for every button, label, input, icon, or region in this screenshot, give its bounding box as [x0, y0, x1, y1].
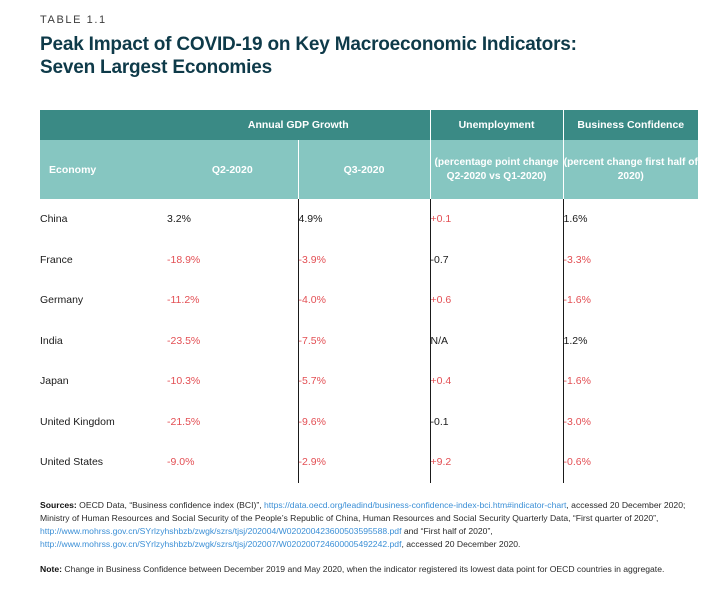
cell-gdp-q2: 3.2% [167, 213, 191, 226]
header-economy: Economy [40, 140, 167, 199]
cell-unemployment: -0.7 [429, 239, 564, 280]
source-link-oecd[interactable]: https://data.oecd.org/leadind/business-c… [264, 500, 567, 510]
note-text: Change in Business Confidence between De… [61, 564, 665, 574]
table-row: India -23.5% -7.5% N/A 1.2% [40, 320, 699, 361]
header-unemployment-sub: (percentage point change Q2-2020 vs Q1-2… [429, 140, 564, 199]
page-title: Peak Impact of COVID-19 on Key Macroecon… [40, 33, 700, 79]
cell-economy: United States [40, 456, 104, 469]
sources-text-3: and “First half of 2020”, [401, 526, 493, 536]
cell-unemployment: +9.2 [429, 442, 564, 483]
header-business-confidence: Business Confidence [562, 110, 699, 140]
title-line-2: Seven Largest Economies [40, 57, 272, 78]
header-unemployment: Unemployment [429, 110, 564, 140]
sources-text-4: , accessed 20 December 2020. [401, 539, 521, 549]
cell-gdp-q2: -11.2% [167, 294, 200, 307]
cell-economy: China [40, 213, 68, 226]
cell-unemployment: N/A [429, 320, 564, 361]
cell-gdp-q3: -3.9% [297, 239, 431, 280]
cell-gdp-q2: -10.3% [167, 375, 201, 388]
cell-unemployment: +0.1 [429, 199, 564, 240]
cell-economy: Japan [40, 375, 69, 388]
cell-gdp-q3: -5.7% [297, 361, 431, 402]
table-number: TABLE 1.1 [40, 14, 107, 26]
cell-business-confidence: 1.2% [562, 320, 699, 361]
note-label: Note: [40, 564, 62, 574]
sources-note: Sources: OECD Data, “Business confidence… [40, 499, 695, 551]
header-q2: Q2-2020 [167, 140, 298, 199]
cell-business-confidence: -1.6% [562, 361, 699, 402]
header-gdp-group: Annual GDP Growth [167, 110, 431, 140]
table-row: Germany -11.2% -4.0% +0.6 -1.6% [40, 280, 699, 321]
cell-gdp-q3: -4.0% [297, 280, 431, 321]
indicators-table: Annual GDP Growth Unemployment Business … [40, 110, 699, 483]
header-q3: Q3-2020 [297, 140, 431, 199]
cell-gdp-q3: -7.5% [297, 320, 431, 361]
sources-text-1: OECD Data, “Business confidence index (B… [76, 500, 265, 510]
cell-economy: Germany [40, 294, 84, 307]
note: Note: Change in Business Confidence betw… [40, 563, 695, 576]
cell-unemployment: +0.4 [429, 361, 564, 402]
table-row: United Kingdom -21.5% -9.6% -0.1 -3.0% [40, 401, 699, 442]
table-row: China 3.2% 4.9% +0.1 1.6% [40, 199, 699, 240]
sources-text-2: , accessed 20 December 2020; Ministry of… [40, 500, 686, 523]
cell-business-confidence: -3.3% [562, 239, 699, 280]
header-row-top: Annual GDP Growth Unemployment Business … [40, 110, 699, 140]
cell-gdp-q3: -2.9% [297, 442, 431, 483]
cell-business-confidence: 1.6% [562, 199, 699, 240]
cell-economy: France [40, 253, 73, 266]
source-link-mohrss-q1[interactable]: http://www.mohrss.gov.cn/SYrlzyhshbzb/zw… [40, 526, 402, 536]
header-confidence-sub: (percent change first half of 2020) [562, 140, 699, 199]
cell-unemployment: -0.1 [429, 401, 564, 442]
cell-economy: India [40, 334, 63, 347]
cell-gdp-q2: -21.5% [167, 415, 201, 428]
table-row: France -18.9% -3.9% -0.7 -3.3% [40, 239, 699, 280]
cell-gdp-q2: -23.5% [167, 334, 201, 347]
cell-gdp-q3: 4.9% [297, 199, 431, 240]
cell-business-confidence: -1.6% [562, 280, 699, 321]
header-blank [40, 110, 167, 140]
table-row: Japan -10.3% -5.7% +0.4 -1.6% [40, 361, 699, 402]
table-row: United States -9.0% -2.9% +9.2 -0.6% [40, 442, 699, 483]
cell-business-confidence: -0.6% [562, 442, 699, 483]
source-link-mohrss-h1[interactable]: http://www.mohrss.gov.cn/SYrlzyhshbzb/zw… [40, 539, 402, 549]
cell-gdp-q2: -18.9% [167, 253, 201, 266]
table-body: China 3.2% 4.9% +0.1 1.6% France -18.9% -3.9% -0… [40, 199, 699, 483]
sources-label: Sources: [40, 500, 77, 510]
header-row-sub: Economy Q2-2020 Q3-2020 (percentage poin… [40, 140, 699, 199]
cell-business-confidence: -3.0% [562, 401, 699, 442]
cell-gdp-q3: -9.6% [297, 401, 431, 442]
cell-economy: United Kingdom [40, 415, 115, 428]
title-line-1: Peak Impact of COVID-19 on Key Macroecon… [40, 34, 577, 55]
cell-gdp-q2: -9.0% [167, 456, 195, 469]
cell-unemployment: +0.6 [429, 280, 564, 321]
